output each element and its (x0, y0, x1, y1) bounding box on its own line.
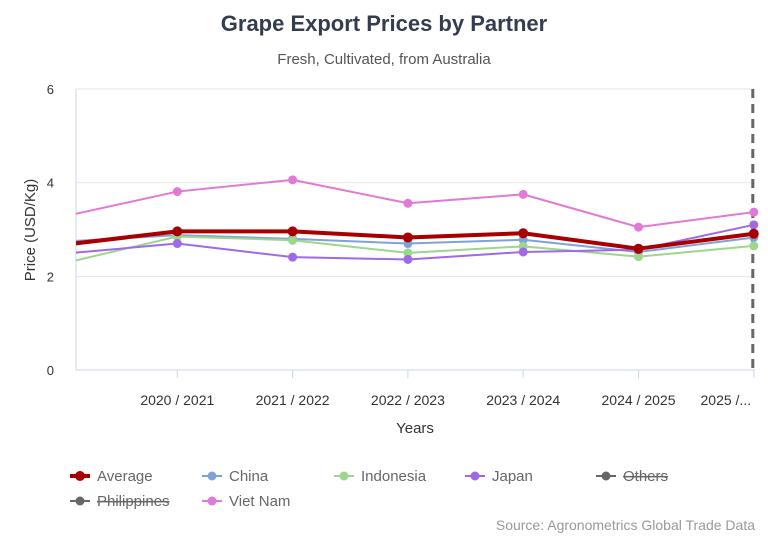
x-tick-label: 2021 / 2022 (256, 392, 330, 408)
data-point (403, 248, 413, 258)
y-tick-label: 2 (47, 269, 54, 284)
data-point (402, 232, 413, 243)
legend-item[interactable]: Average (70, 468, 153, 485)
legend-item[interactable]: Viet Nam (202, 493, 290, 510)
source-credit: Source: Agronometrics Global Trade Data (496, 517, 755, 533)
grid-lines (76, 88, 755, 277)
legend-swatch-marker (339, 471, 349, 481)
data-point (634, 252, 643, 262)
legend-swatch-marker (75, 471, 85, 481)
legend-label: Philippines (97, 493, 170, 510)
data-point (749, 207, 759, 217)
x-tick-label: 2022 / 2023 (371, 392, 445, 408)
data-point (172, 239, 182, 249)
x-tick-label: 2024 / 2025 (602, 392, 676, 408)
data-point (403, 254, 413, 264)
legend-label: Japan (492, 468, 533, 485)
data-point (749, 241, 759, 251)
legend-label: Viet Nam (229, 493, 290, 510)
data-point (172, 226, 183, 237)
data-point (748, 228, 759, 239)
y-tick-label: 6 (47, 82, 54, 97)
legend-label: Others (623, 468, 668, 485)
legend-item[interactable]: Indonesia (334, 468, 427, 485)
data-point (518, 228, 529, 239)
data-point (634, 222, 643, 232)
data-point (288, 252, 298, 262)
legend-swatch-marker (207, 471, 217, 481)
x-tick-label: 2025 /... (701, 392, 752, 408)
data-point (288, 175, 298, 185)
data-points (172, 175, 759, 264)
data-point (749, 220, 759, 230)
data-point (172, 187, 182, 197)
legend-swatch-marker (75, 496, 85, 506)
data-point (518, 247, 528, 257)
x-tick-label: 2020 / 2021 (140, 392, 214, 408)
legend-swatch-marker (470, 471, 480, 481)
chart-subtitle: Fresh, Cultivated, from Australia (277, 51, 491, 68)
legend-label: Indonesia (361, 468, 427, 485)
legend-item[interactable]: Others (596, 468, 668, 485)
legend-item[interactable]: China (202, 468, 269, 485)
legend: Average China Indonesia Japan Others Philippi… (70, 468, 668, 510)
data-point (403, 198, 413, 208)
x-axis-label: Years (396, 420, 434, 437)
data-point (287, 226, 298, 237)
y-tick-label: 4 (47, 176, 54, 191)
data-point (288, 235, 298, 245)
legend-item[interactable]: Japan (465, 468, 533, 485)
data-point (518, 189, 528, 199)
y-tick-label: 0 (47, 363, 54, 378)
legend-label: Average (97, 468, 153, 485)
legend-swatch-marker (207, 496, 217, 506)
data-point (633, 243, 644, 254)
chart-title: Grape Export Prices by Partner (221, 11, 548, 36)
x-tick-label: 2023 / 2024 (486, 392, 560, 408)
y-axis-label: Price (USD/Kg) (22, 179, 39, 282)
legend-item[interactable]: Philippines (70, 493, 170, 510)
legend-label: China (229, 468, 269, 485)
legend-swatch-marker (601, 471, 611, 481)
